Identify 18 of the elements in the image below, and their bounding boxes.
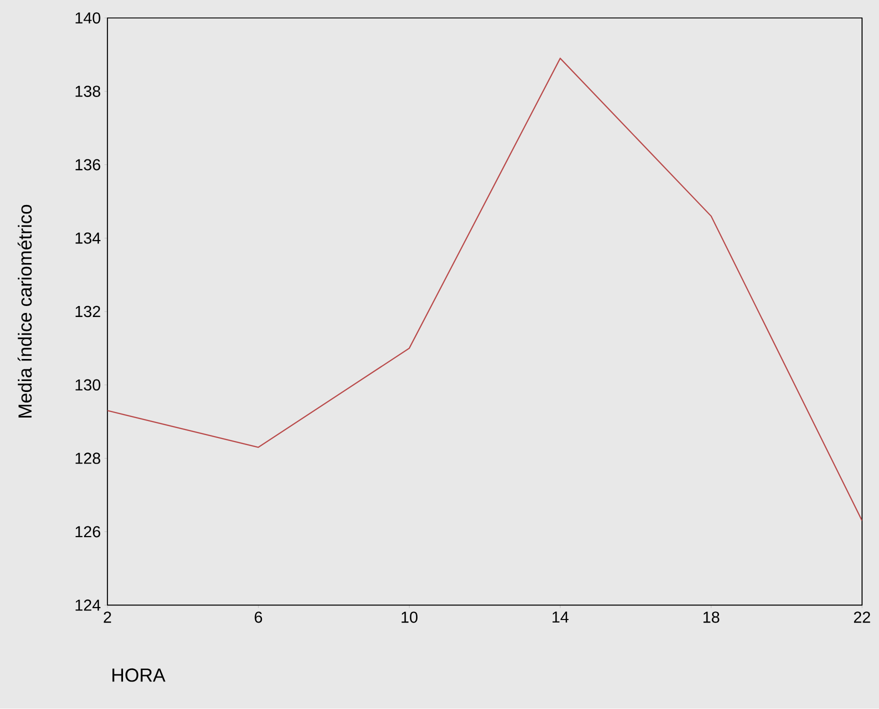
y-tick-label: 130	[76, 379, 100, 391]
line-series	[107, 58, 862, 522]
y-tick-label: 126	[76, 526, 100, 538]
y-tick-label: 140	[76, 12, 100, 24]
x-tick-label: 10	[402, 612, 418, 623]
y-tick-label: 134	[76, 232, 100, 244]
x-axis-title: HORA	[112, 668, 166, 682]
x-tick-label: 2	[104, 612, 112, 623]
x-tick-label: 18	[704, 612, 720, 623]
y-tick-label: 128	[76, 452, 100, 464]
x-tick-label: 22	[854, 612, 870, 623]
y-axis-title: Media índice cariométrico	[18, 204, 32, 418]
y-tick-label: 124	[76, 600, 100, 611]
x-tick-label: 14	[552, 612, 569, 623]
y-tick-label: 132	[76, 306, 100, 318]
x-tick-label: 6	[254, 612, 262, 623]
y-tick-label: 136	[76, 159, 100, 170]
y-tick-label: 138	[76, 86, 100, 98]
